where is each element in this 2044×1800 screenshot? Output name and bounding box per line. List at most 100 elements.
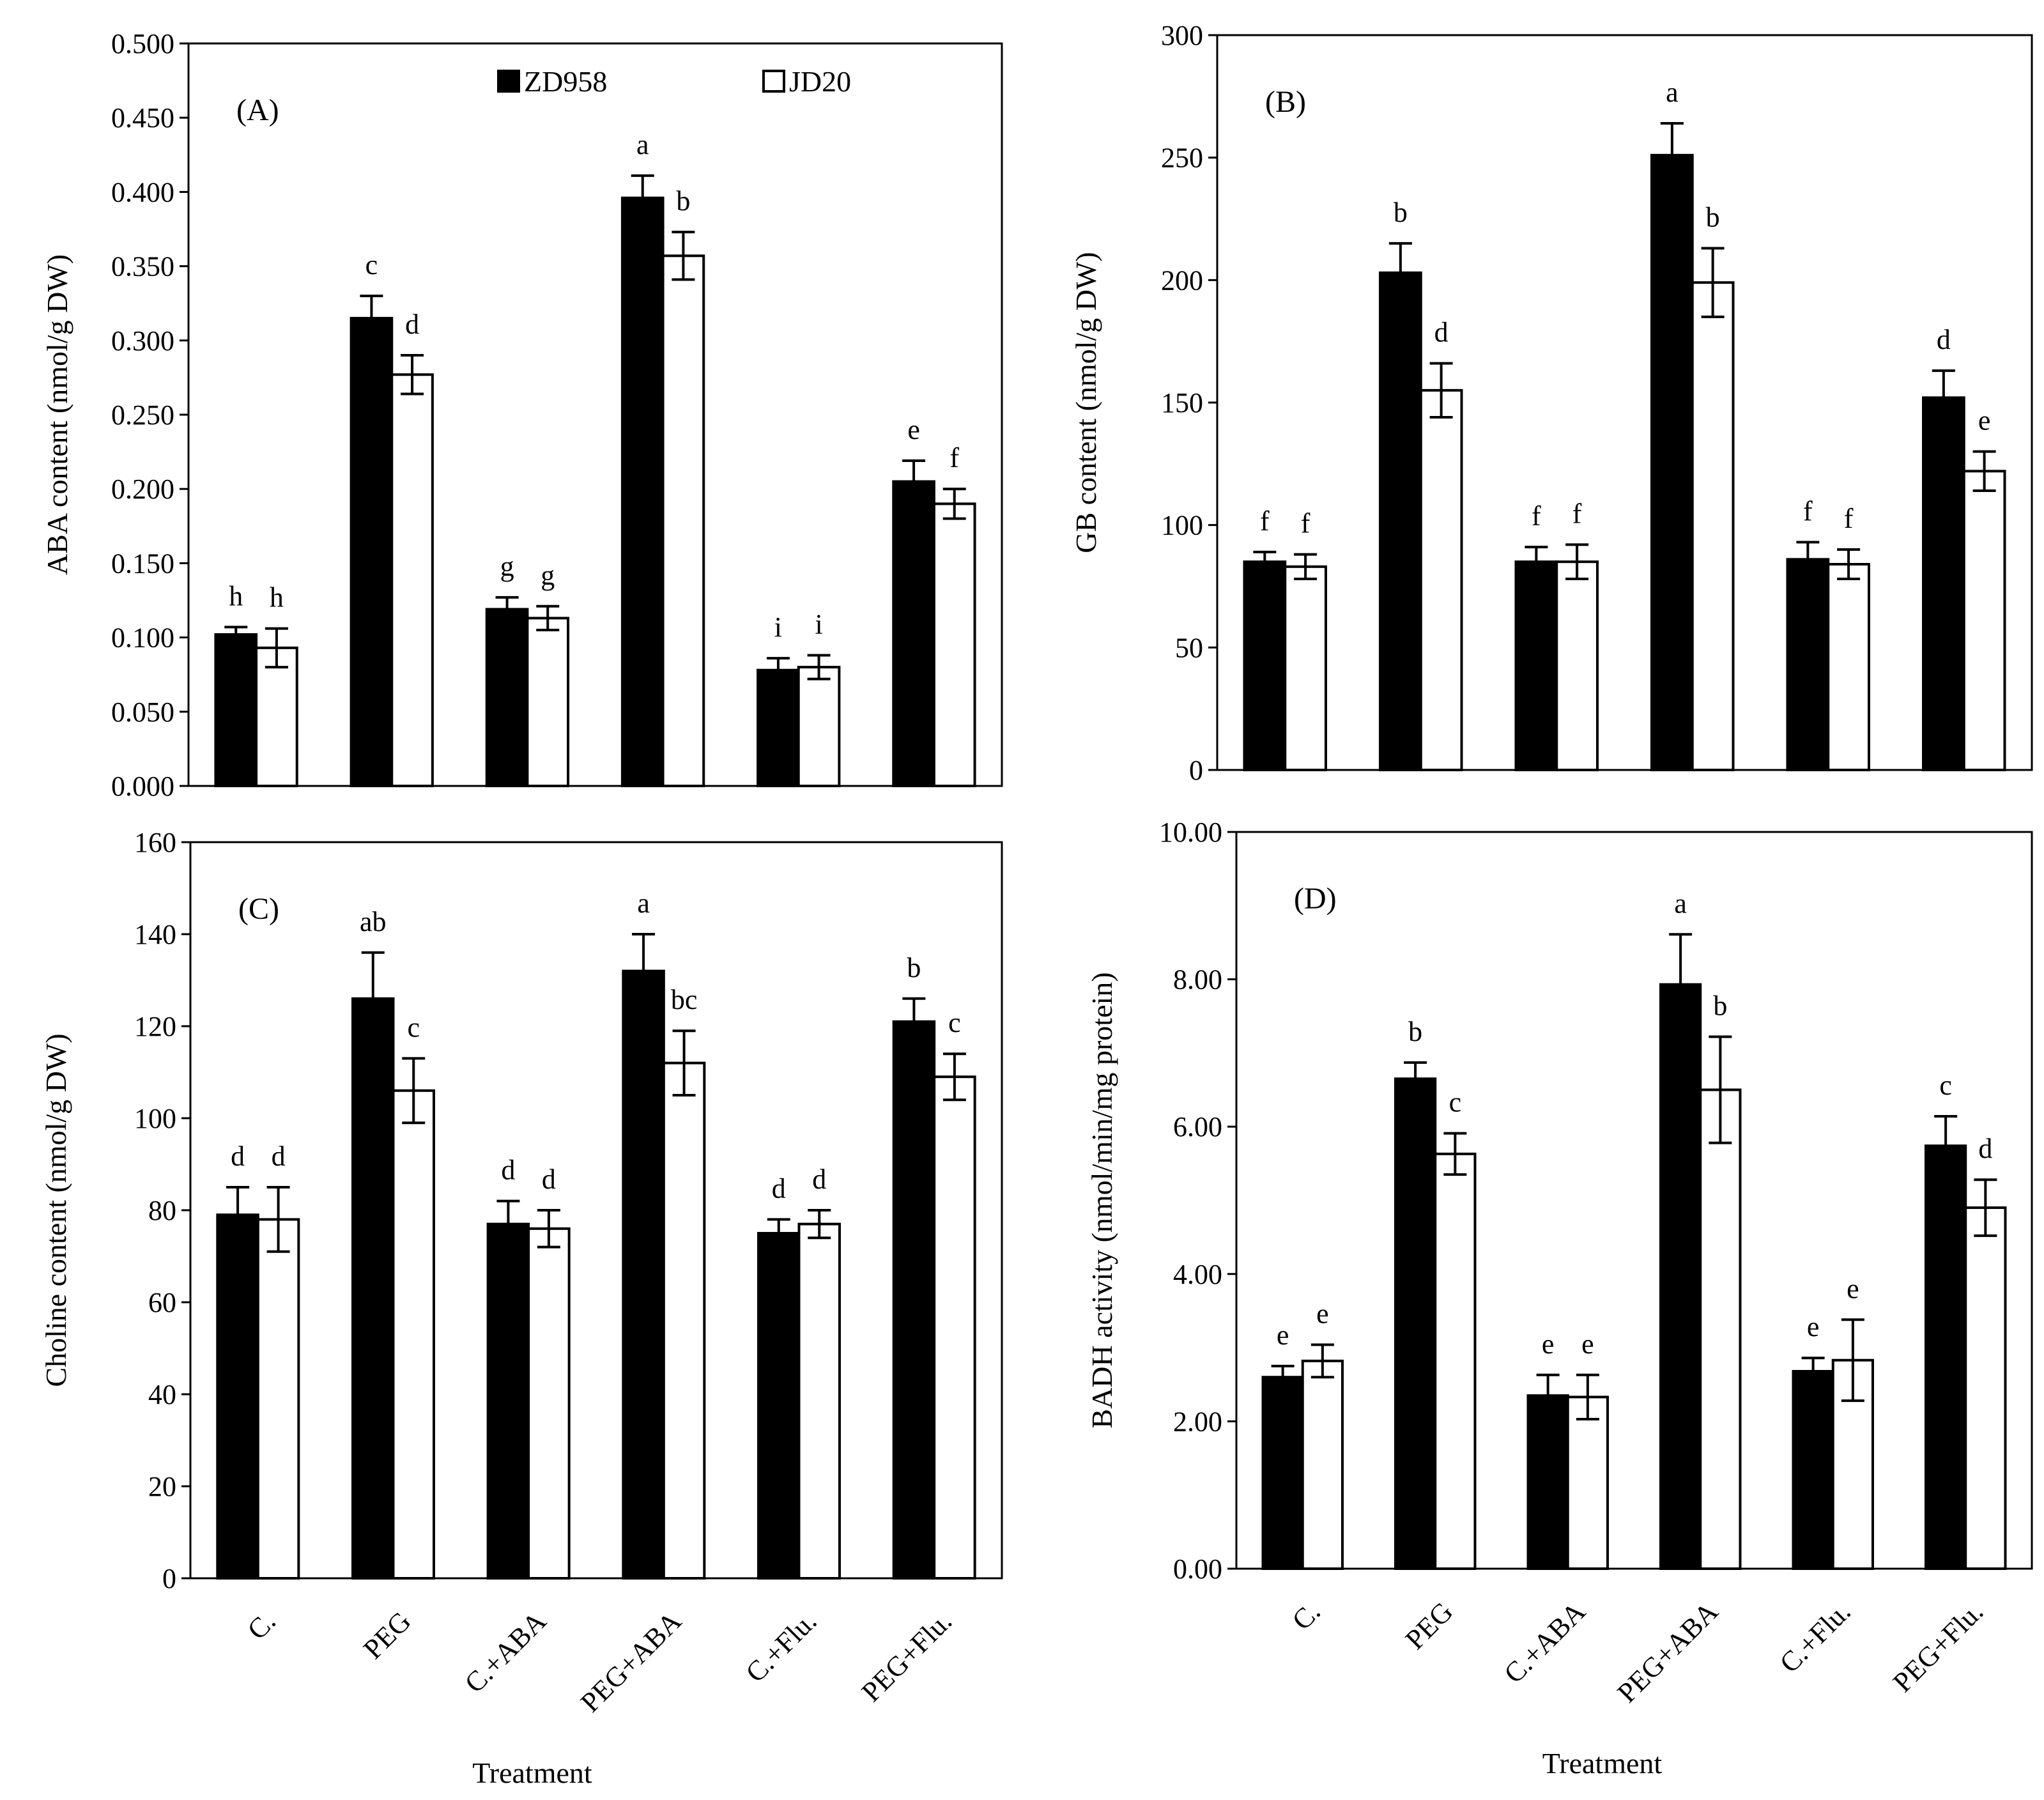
significance-letter: b — [1713, 990, 1727, 1022]
y-tick-label: 0.200 — [111, 473, 174, 505]
y-axis-label: ABA content (nmol/g DW) — [41, 254, 73, 575]
significance-letter: e — [1847, 1273, 1859, 1304]
bar-jd20 — [1566, 1396, 1609, 1571]
significance-letter: d — [272, 1141, 286, 1172]
y-tick-label: 40 — [148, 1379, 176, 1410]
significance-letter: e — [907, 414, 920, 445]
category-label: PEG+Flu. — [1887, 1596, 1989, 1698]
bar-zd958 — [1261, 1376, 1304, 1570]
significance-letter: f — [1803, 496, 1813, 527]
significance-letter: d — [231, 1141, 245, 1172]
significance-letter: d — [1937, 324, 1951, 355]
x-axis-label: Treatment — [1542, 1747, 1663, 1780]
panel-label: (B) — [1265, 85, 1306, 119]
bar-jd20 — [255, 646, 298, 787]
y-axis-label: GB content (nmol/g DW) — [1070, 252, 1102, 553]
bar-zd958 — [1379, 271, 1422, 772]
significance-letter: e — [1807, 1311, 1820, 1342]
category-label: C.+ABA — [459, 1605, 553, 1699]
significance-letter: c — [365, 249, 378, 281]
plot-frame — [189, 841, 1003, 1580]
bar-jd20 — [1434, 1152, 1477, 1570]
bar-jd20 — [392, 1089, 435, 1580]
bar-zd958 — [216, 1213, 259, 1580]
y-axis-label: Choline content (nmol/g DW) — [40, 1033, 72, 1387]
y-tick-label: 0.000 — [111, 771, 174, 802]
category-label: C.+Flu. — [1774, 1596, 1857, 1679]
bar-zd958 — [351, 997, 395, 1580]
bar-zd958 — [1925, 1144, 1967, 1570]
y-axis-label: BADH activity (nmol/min/mg protein) — [1086, 972, 1118, 1428]
panel-d: 0.00 2.00 4.00 6.00 8.00 10.00 BADH activity (… — [1086, 817, 2033, 1780]
significance-letter: a — [1666, 77, 1679, 108]
bar-jd20 — [1699, 1088, 1742, 1571]
plot-frame — [187, 42, 1003, 787]
significance-letter: d — [812, 1164, 826, 1195]
significance-letter: f — [1532, 500, 1541, 532]
significance-letter: f — [1844, 503, 1854, 534]
bar-zd958 — [1922, 396, 1965, 771]
significance-letter: e — [1277, 1319, 1289, 1351]
category-label: PEG — [357, 1605, 417, 1665]
significance-letter: a — [1674, 888, 1687, 919]
y-tick-label: 100 — [134, 1103, 176, 1134]
category-label: PEG+Flu. — [856, 1605, 958, 1707]
significance-letter: b — [676, 185, 690, 217]
significance-letter: d — [542, 1164, 556, 1195]
bar-zd958 — [1650, 153, 1694, 772]
y-tick-label: 60 — [148, 1287, 176, 1318]
y-tick-label: 0.00 — [1173, 1553, 1222, 1585]
plot-frame — [1235, 831, 2033, 1570]
bar-jd20 — [1964, 1206, 2007, 1570]
panel-a: 0.000 0.050 0.100 0.150 0.200 0.250 0.300 0.350… — [41, 28, 1003, 802]
bar-zd958 — [1514, 560, 1558, 772]
bar-zd958 — [892, 1020, 936, 1580]
bar-zd958 — [350, 316, 394, 787]
y-tick-label: 0.100 — [111, 622, 174, 654]
bar-zd958 — [1659, 983, 1702, 1570]
significance-letter: i — [815, 608, 822, 640]
bar-zd958 — [622, 969, 665, 1580]
significance-letter: d — [501, 1155, 515, 1186]
bar-jd20 — [527, 1227, 571, 1580]
bar-jd20 — [256, 1218, 300, 1580]
significance-letter: c — [407, 1012, 420, 1043]
plot-frame — [1216, 34, 2033, 771]
y-tick-label: 0.250 — [111, 399, 174, 431]
y-tick-label: 20 — [148, 1471, 176, 1502]
bar-jd20 — [1301, 1359, 1344, 1570]
significance-letter: f — [949, 442, 959, 473]
category-label: C. — [242, 1605, 282, 1645]
y-tick-label: 4.00 — [1173, 1259, 1222, 1290]
bar-zd958 — [214, 633, 258, 788]
bar-jd20 — [933, 1075, 976, 1580]
significance-letter: c — [948, 1007, 961, 1038]
panel-label: (C) — [238, 892, 279, 926]
significance-letter: c — [1939, 1070, 1952, 1101]
category-label: C. — [1286, 1596, 1326, 1636]
significance-letter: c — [1449, 1087, 1462, 1118]
bar-zd958 — [892, 480, 935, 788]
bar-jd20 — [390, 373, 434, 787]
y-tick-label: 0.050 — [111, 696, 174, 728]
y-tick-label: 0.400 — [111, 176, 174, 208]
bar-jd20 — [1827, 563, 1870, 771]
significance-letter: bc — [671, 984, 698, 1015]
y-tick-label: 100 — [1161, 510, 1203, 541]
significance-letter: f — [1260, 505, 1270, 537]
y-tick-label: 0.350 — [111, 251, 174, 282]
significance-letter: i — [774, 612, 782, 643]
y-tick-label: 160 — [134, 827, 176, 858]
panel-label: (D) — [1294, 882, 1337, 916]
significance-letter: b — [1408, 1016, 1422, 1047]
y-tick-label: 10.00 — [1159, 817, 1222, 848]
significance-letter: f — [1572, 498, 1582, 529]
y-tick-label: 0.150 — [111, 548, 174, 579]
significance-letter: d — [1434, 317, 1448, 348]
significance-letter: f — [1301, 508, 1310, 539]
bar-jd20 — [797, 666, 841, 787]
bar-jd20 — [526, 617, 570, 787]
y-tick-label: 0.450 — [111, 102, 174, 134]
bar-jd20 — [1962, 470, 2006, 771]
y-tick-label: 8.00 — [1173, 964, 1222, 996]
